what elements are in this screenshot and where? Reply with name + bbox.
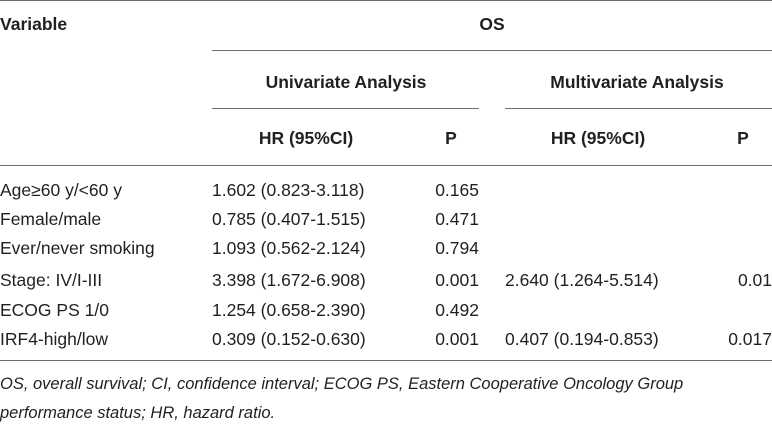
- row-variable: ECOG PS 1/0: [0, 300, 109, 320]
- top-rule: [0, 0, 772, 1]
- p-multi-header: P: [737, 128, 749, 148]
- row-p-uni: 0.794: [435, 238, 479, 258]
- os-header: OS: [479, 14, 505, 34]
- header-bottom-rule: [0, 165, 772, 166]
- multivariate-span-rule: [505, 108, 772, 109]
- row-hr-uni: 1.093 (0.562-2.124): [212, 238, 366, 258]
- row-p-uni: 0.001: [435, 329, 479, 349]
- row-p-uni: 0.492: [435, 300, 479, 320]
- univariate-span-rule: [212, 108, 479, 109]
- row-hr-multi: 0.407 (0.194-0.853): [505, 329, 659, 349]
- variable-header: Variable: [0, 14, 68, 34]
- row-hr-uni: 3.398 (1.672-6.908): [212, 270, 366, 290]
- row-hr-multi: 2.640 (1.264-5.514): [505, 270, 659, 290]
- row-p-multi: 0.01: [737, 270, 772, 290]
- row-hr-uni: 0.309 (0.152-0.630): [212, 329, 366, 349]
- row-hr-uni: 0.785 (0.407-1.515): [212, 209, 366, 229]
- row-variable: Ever/never smoking: [0, 238, 155, 258]
- row-variable: Age≥60 y/<60 y: [0, 180, 122, 200]
- row-p-uni: 0.471: [435, 209, 479, 229]
- row-p-uni: 0.001: [435, 270, 479, 290]
- table-bottom-rule: [0, 360, 772, 361]
- univariate-header: Univariate Analysis: [265, 72, 427, 92]
- row-p-uni: 0.165: [435, 180, 479, 200]
- row-p-multi: 0.017: [728, 329, 772, 349]
- p-uni-header: P: [445, 128, 457, 148]
- row-variable: Female/male: [0, 209, 102, 229]
- table-footnote: OS, overall survival; CI, confidence int…: [0, 375, 684, 422]
- hr-multi-header: HR (95%CI): [550, 128, 646, 148]
- row-variable: Stage: IV/I-III: [0, 270, 103, 290]
- row-variable: IRF4-high/low: [0, 329, 108, 349]
- os-span-rule: [212, 50, 772, 51]
- row-hr-uni: 1.602 (0.823-3.118): [212, 180, 365, 200]
- multivariate-header: Multivariate Analysis: [550, 72, 724, 92]
- hr-uni-header: HR (95%CI): [258, 128, 354, 148]
- row-hr-uni: 1.254 (0.658-2.390): [212, 300, 366, 320]
